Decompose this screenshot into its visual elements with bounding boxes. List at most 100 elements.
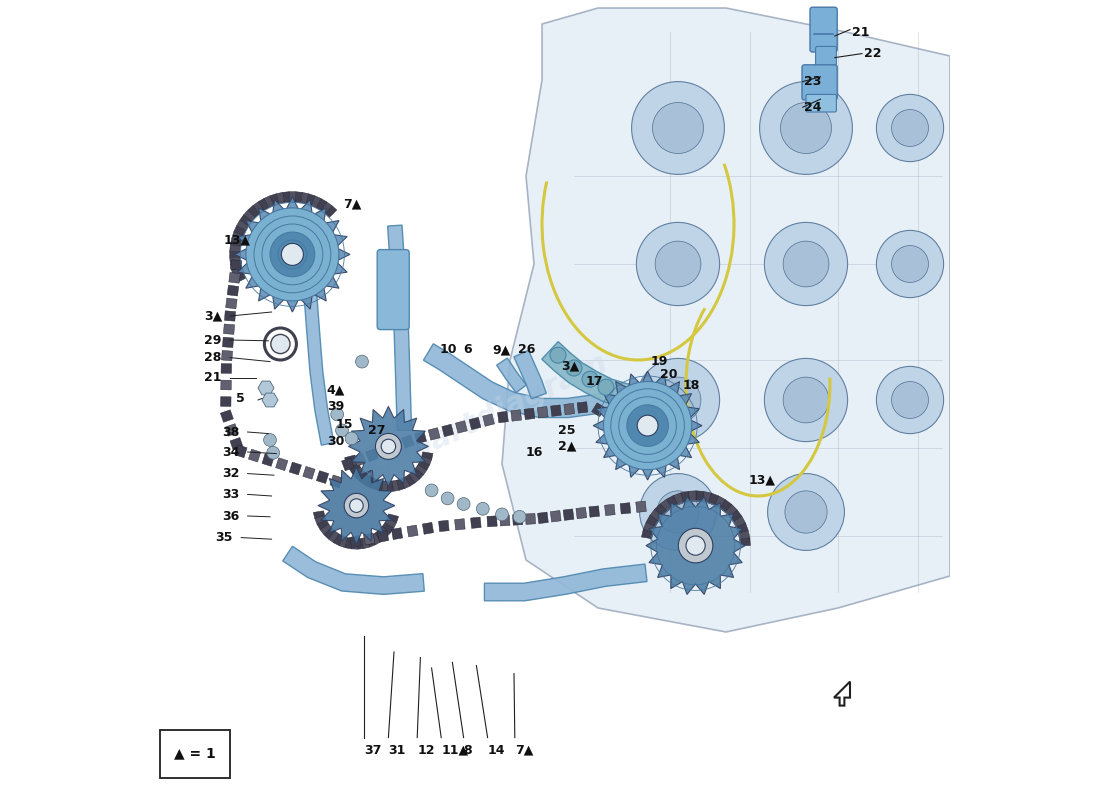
Text: 22: 22	[864, 47, 881, 60]
Bar	[230, 259, 242, 270]
Polygon shape	[644, 522, 656, 533]
Polygon shape	[230, 245, 241, 252]
Polygon shape	[351, 538, 358, 549]
Polygon shape	[316, 198, 327, 210]
Polygon shape	[371, 533, 381, 545]
Polygon shape	[378, 526, 390, 538]
Bar	[392, 528, 403, 540]
Bar	[499, 515, 510, 526]
Text: 23: 23	[804, 75, 822, 88]
Bar	[415, 431, 427, 443]
FancyBboxPatch shape	[815, 46, 836, 66]
Polygon shape	[725, 504, 737, 517]
Circle shape	[458, 498, 470, 510]
Polygon shape	[421, 452, 433, 459]
Bar	[551, 405, 561, 416]
Text: 37: 37	[364, 744, 382, 757]
Text: 18: 18	[683, 379, 701, 392]
Polygon shape	[264, 196, 274, 208]
Polygon shape	[397, 479, 405, 490]
Polygon shape	[230, 251, 240, 258]
Polygon shape	[733, 516, 746, 527]
Polygon shape	[708, 493, 718, 506]
Polygon shape	[258, 198, 268, 210]
Polygon shape	[738, 530, 750, 539]
Circle shape	[355, 355, 368, 368]
Circle shape	[764, 222, 848, 306]
FancyBboxPatch shape	[810, 7, 837, 52]
Text: 39: 39	[328, 400, 345, 413]
Bar	[341, 458, 354, 470]
Bar	[428, 428, 440, 440]
Polygon shape	[230, 257, 241, 264]
Circle shape	[278, 240, 307, 269]
Circle shape	[656, 377, 701, 423]
Circle shape	[686, 536, 705, 555]
Polygon shape	[667, 495, 678, 508]
Text: ▲ = 1: ▲ = 1	[174, 746, 216, 761]
Polygon shape	[382, 522, 394, 533]
Polygon shape	[393, 480, 399, 491]
Circle shape	[262, 224, 322, 285]
Text: 15: 15	[336, 418, 353, 430]
Bar	[605, 504, 615, 516]
Text: 16: 16	[526, 446, 543, 459]
Polygon shape	[240, 215, 252, 226]
Polygon shape	[365, 476, 375, 488]
Bar	[302, 466, 315, 479]
Bar	[604, 410, 618, 425]
Polygon shape	[326, 206, 337, 218]
Text: 6: 6	[463, 343, 472, 356]
Bar	[377, 444, 390, 457]
Circle shape	[271, 334, 290, 354]
Polygon shape	[324, 528, 336, 539]
Text: 21: 21	[205, 371, 222, 384]
Bar	[230, 438, 243, 450]
Text: 24: 24	[804, 101, 822, 114]
Circle shape	[619, 397, 676, 454]
Circle shape	[877, 230, 944, 298]
Bar	[276, 458, 288, 470]
Circle shape	[582, 371, 598, 387]
Text: 30: 30	[328, 435, 345, 448]
Bar	[526, 514, 536, 525]
Bar	[365, 449, 378, 462]
Text: 36: 36	[222, 510, 240, 522]
Circle shape	[631, 82, 725, 174]
Text: 14: 14	[487, 744, 505, 757]
Bar	[550, 510, 561, 522]
Polygon shape	[283, 546, 425, 594]
Polygon shape	[646, 497, 745, 594]
Polygon shape	[673, 493, 683, 505]
Text: 4▲: 4▲	[326, 384, 344, 397]
Circle shape	[783, 241, 829, 287]
Bar	[592, 402, 605, 417]
Bar	[455, 421, 468, 434]
Circle shape	[550, 347, 566, 363]
Polygon shape	[654, 504, 667, 516]
Polygon shape	[236, 220, 249, 230]
Polygon shape	[385, 518, 397, 528]
Circle shape	[254, 216, 331, 293]
Polygon shape	[405, 474, 415, 486]
Bar	[510, 410, 521, 421]
Bar	[564, 403, 574, 414]
Bar	[497, 411, 508, 422]
Polygon shape	[736, 523, 748, 533]
Bar	[487, 516, 497, 527]
Polygon shape	[243, 210, 255, 222]
Polygon shape	[321, 202, 332, 214]
Circle shape	[891, 246, 928, 282]
Text: 31: 31	[388, 744, 406, 757]
Bar	[513, 514, 522, 526]
Bar	[538, 512, 548, 524]
Text: 13▲: 13▲	[223, 234, 251, 246]
Text: 19: 19	[651, 355, 668, 368]
Polygon shape	[502, 8, 950, 632]
Polygon shape	[714, 496, 725, 508]
Polygon shape	[641, 530, 653, 538]
Text: 32: 32	[222, 467, 240, 480]
Text: 13▲: 13▲	[748, 474, 775, 486]
Bar	[537, 406, 548, 418]
Polygon shape	[314, 510, 324, 518]
